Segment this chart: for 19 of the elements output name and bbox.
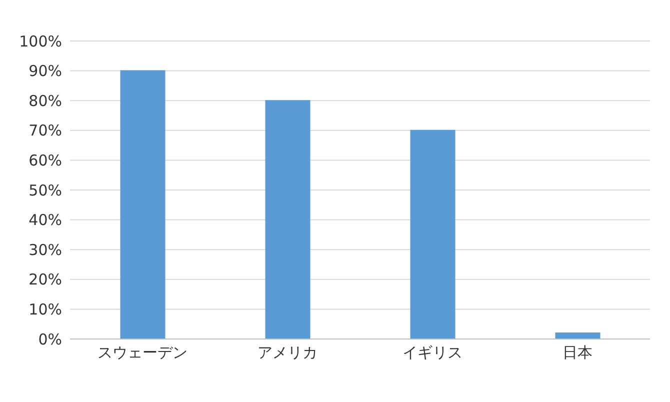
y-tick-label: 40%: [28, 211, 62, 230]
y-tick-label: 100%: [19, 32, 62, 50]
y-tick-label: 10%: [28, 300, 62, 319]
bar: [555, 332, 600, 339]
y-tick-label: 70%: [28, 122, 62, 140]
y-tick-label: 80%: [28, 92, 62, 110]
bar: [120, 70, 166, 339]
y-tick-label: 30%: [28, 240, 62, 259]
y-tick-label: 0%: [38, 330, 62, 348]
x-tick-label: 日本: [562, 344, 592, 362]
x-tick-label: アメリカ: [258, 344, 318, 362]
y-tick-label: 50%: [28, 181, 62, 200]
y-tick-label: 90%: [28, 62, 62, 80]
y-tick-label: 20%: [28, 270, 62, 289]
x-tick-label: イギリス: [402, 344, 462, 362]
bar: [265, 100, 310, 339]
bar: [410, 130, 456, 339]
y-tick-label: 60%: [28, 152, 62, 170]
x-tick-label: スウェーデン: [98, 344, 188, 362]
